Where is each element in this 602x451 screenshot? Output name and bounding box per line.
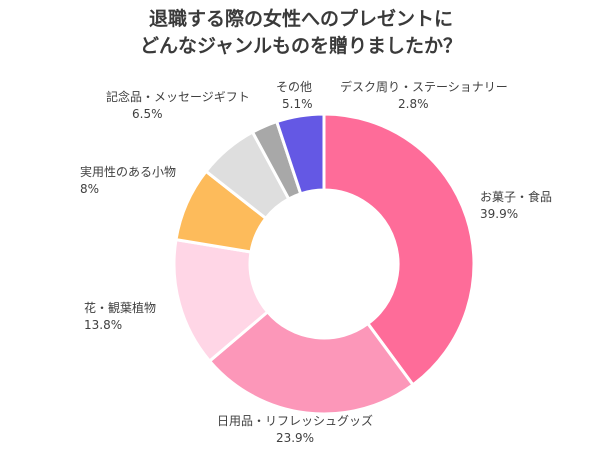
slice-daily-goods — [207, 309, 416, 416]
chart-title: 退職する際の女性へのプレゼントに どんなジャンルものを贈りましたか？ — [0, 6, 602, 60]
slice-label-commemorative-gifts: 記念品・メッセージギフト — [106, 89, 250, 104]
slice-value-other: 5.1% — [282, 97, 313, 111]
slice-value-commemorative-gifts: 6.5% — [132, 107, 163, 121]
slice-value-flowers-plants: 13.8% — [84, 318, 122, 332]
slice-label-practical-items: 実用性のある小物 — [80, 164, 176, 179]
slice-label-other: その他 — [276, 80, 312, 94]
slice-label-flowers-plants: 花・観葉植物 — [84, 300, 156, 315]
slice-labels: お菓子・食品 39.9% 日用品・リフレッシュグッズ 23.9% 花・観葉植物 … — [80, 79, 552, 445]
slice-value-desk-stationery: 2.8% — [398, 97, 429, 111]
slice-value-snacks-food: 39.9% — [480, 207, 518, 221]
slice-other — [274, 112, 326, 196]
slice-value-daily-goods: 23.9% — [276, 431, 314, 445]
donut-slices — [172, 112, 476, 416]
slice-label-daily-goods: 日用品・リフレッシュグッズ — [217, 413, 373, 428]
chart-title-line-2: どんなジャンルものを贈りましたか？ — [139, 35, 463, 57]
slice-label-desk-stationery: デスク周り・ステーショナリー — [340, 79, 508, 94]
chart-title-line-1: 退職する際の女性へのプレゼントに — [148, 8, 453, 30]
slice-snacks-food — [322, 112, 476, 387]
slice-value-practical-items: 8% — [80, 182, 99, 196]
slice-label-snacks-food: お菓子・食品 — [480, 189, 552, 204]
